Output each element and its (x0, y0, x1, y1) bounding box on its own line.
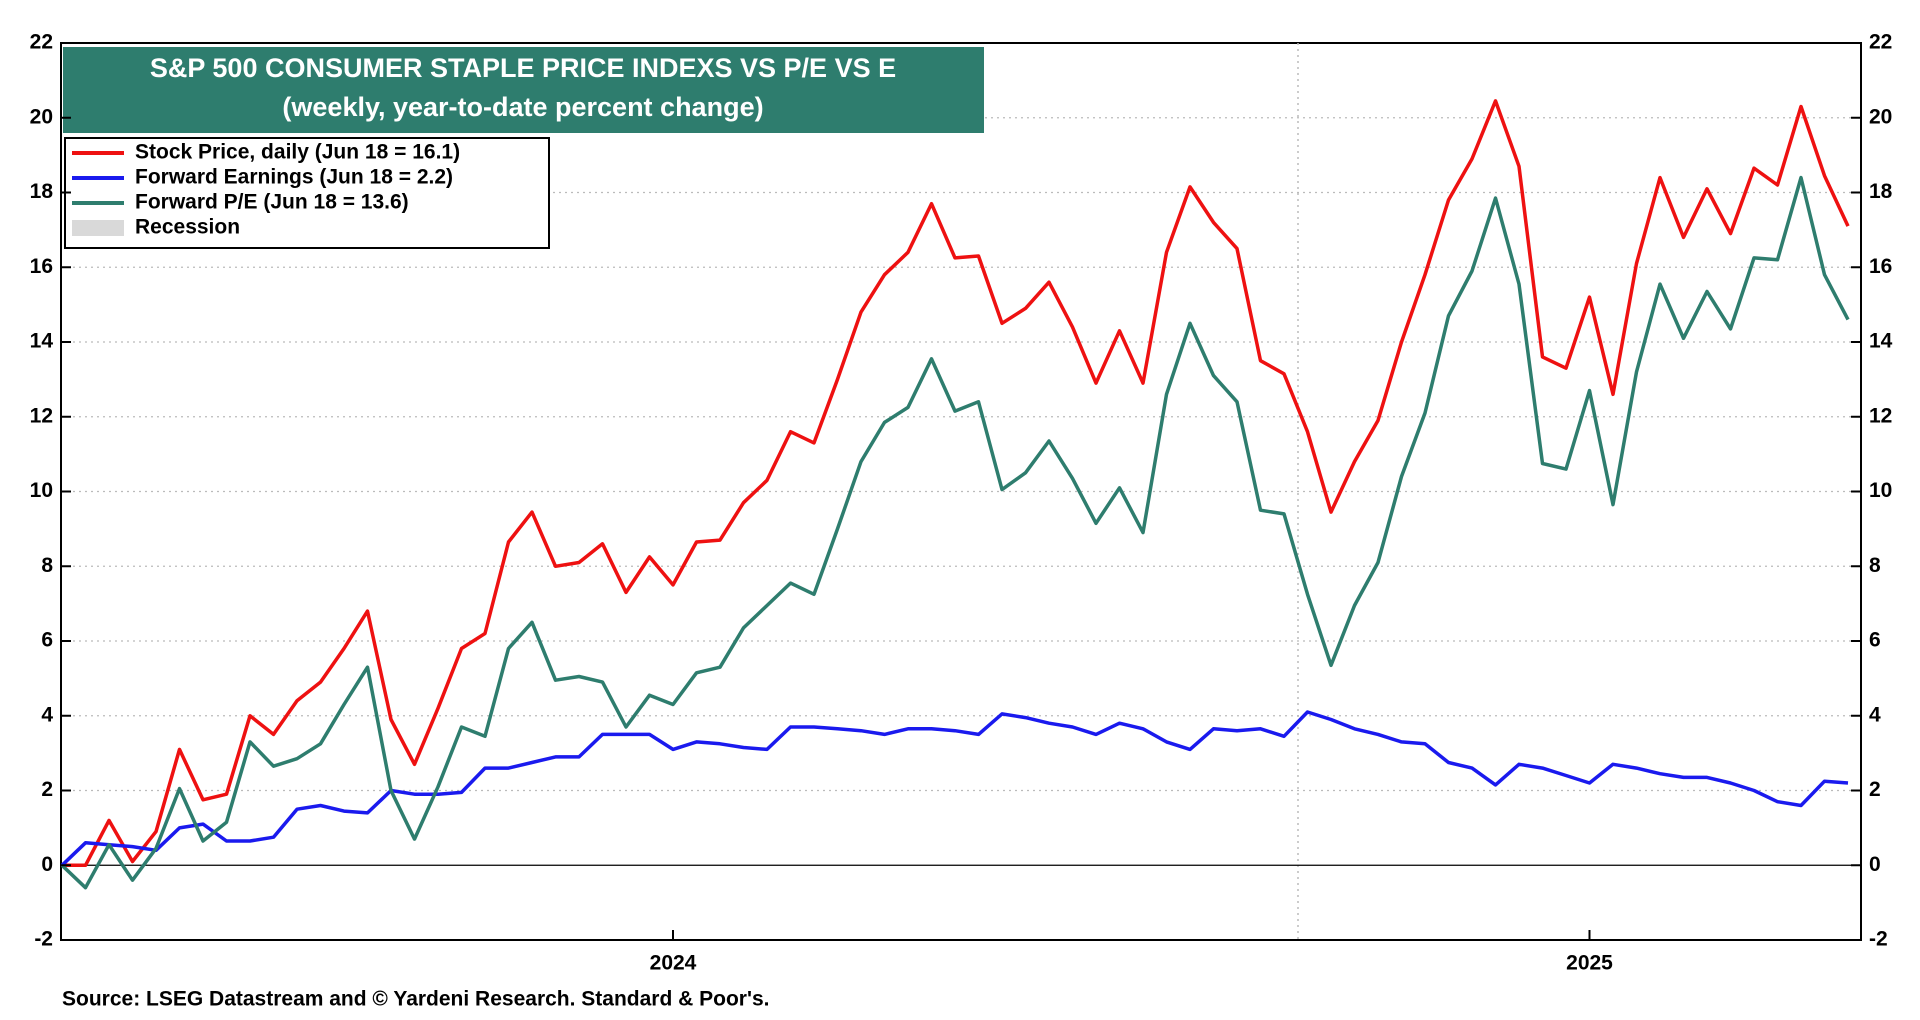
y-tick-label: 4 (41, 703, 53, 726)
y2-tick-label: 2 (1869, 778, 1881, 801)
legend-label: Forward Earnings (Jun 18 = 2.2) (135, 166, 453, 189)
y2-tick-label: 18 (1869, 180, 1893, 203)
y-tick-label: 8 (41, 554, 53, 577)
y-tick-label: 6 (41, 629, 53, 652)
legend-label: Recession (135, 216, 240, 239)
marks (60, 99, 1861, 890)
x-tick-label: 2024 (650, 952, 697, 975)
y-tick-label: 22 (30, 31, 53, 54)
chart-title: S&P 500 CONSUMER STAPLE PRICE INDEXS VS … (150, 53, 896, 83)
y-tick-label: 10 (30, 479, 53, 502)
y-tick-label: 18 (30, 180, 54, 203)
y2-tick-label: 6 (1869, 629, 1881, 652)
y2-tick-label: 0 (1869, 853, 1881, 876)
y2-tick-label: 12 (1869, 404, 1892, 427)
source-note: Source: LSEG Datastream and © Yardeni Re… (62, 988, 769, 1011)
legend-label: Forward P/E (Jun 18 = 13.6) (135, 191, 409, 214)
y-tick-label: 0 (41, 853, 53, 876)
legend-box (64, 137, 550, 249)
y2-tick-label: -2 (1869, 928, 1888, 951)
y-tick-label: 14 (30, 330, 54, 353)
y-tick-label: -2 (34, 928, 53, 951)
y2-tick-label: 8 (1869, 554, 1881, 577)
chart-subtitle: (weekly, year-to-date percent change) (282, 92, 763, 122)
title-box (63, 47, 984, 133)
y2-tick-label: 22 (1869, 31, 1892, 54)
series-line (60, 175, 1850, 890)
legend-swatch (72, 220, 124, 236)
y-tick-label: 20 (30, 105, 53, 128)
y2-tick-label: 4 (1869, 703, 1881, 726)
y-tick-label: 2 (41, 778, 53, 801)
y2-tick-label: 14 (1869, 330, 1893, 353)
y2-tick-label: 16 (1869, 255, 1892, 278)
x-tick-label: 2025 (1566, 952, 1613, 975)
series-line (62, 99, 1850, 868)
y2-tick-label: 20 (1869, 105, 1892, 128)
series-line (60, 710, 1849, 867)
y-tick-label: 12 (30, 404, 53, 427)
y-tick-label: 16 (30, 255, 53, 278)
y2-tick-label: 10 (1869, 479, 1892, 502)
legend-label: Stock Price, daily (Jun 18 = 16.1) (135, 141, 460, 164)
